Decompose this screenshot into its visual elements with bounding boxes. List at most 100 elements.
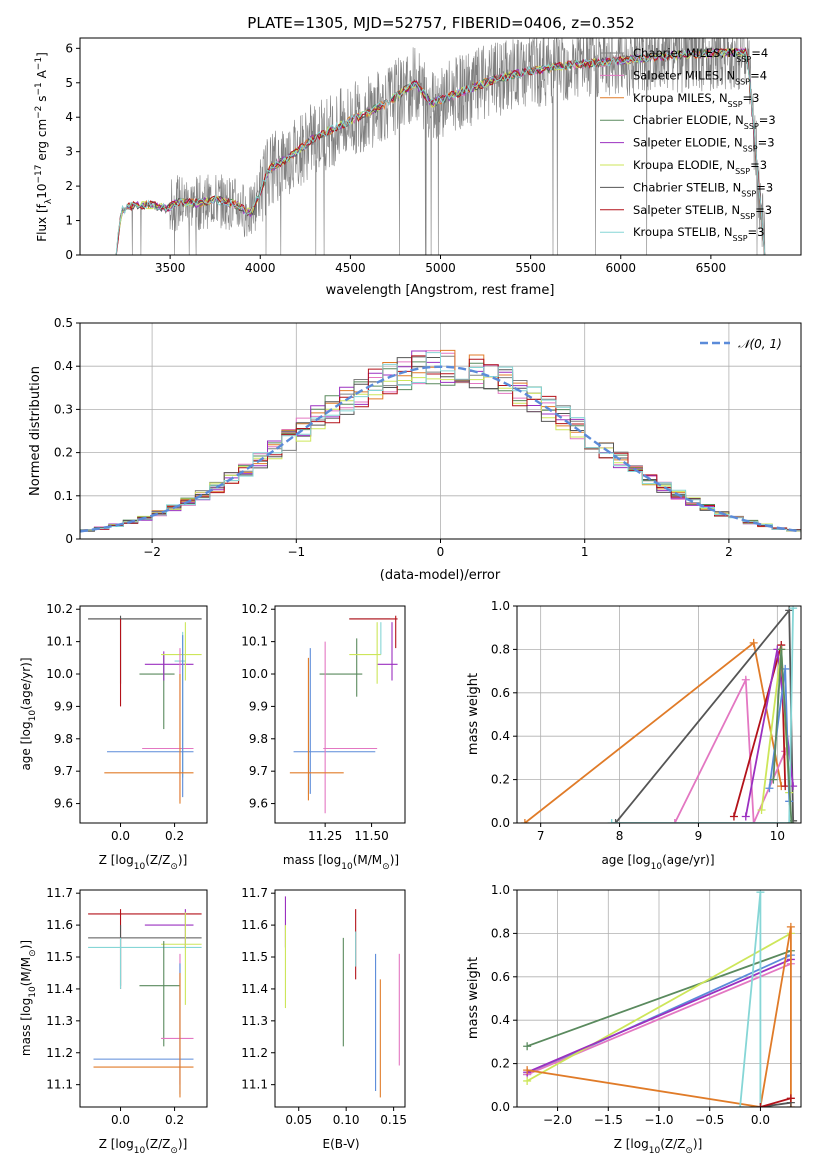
y-axis-label-part: Flux [f: [35, 203, 49, 241]
x-tick-label: 10: [770, 829, 785, 843]
y-tick-label: 11.5: [241, 950, 268, 964]
x-axis-label-part: )]: [390, 853, 399, 867]
x-tick-label: 0.05: [285, 1113, 312, 1127]
y-tick-label: 9.9: [54, 699, 73, 713]
x-tick-label: 4000: [245, 261, 276, 275]
legend-name: Salpeter ELODIE, N: [633, 136, 743, 150]
panel-weight_vs_Z: −2.0 −1.5 −1.0 −0.5 0.0 0.0 0.2 0.4 0.6 0.8 1.0 Z […: [466, 883, 802, 1156]
legend-entry: Salpeter STELIB, NSSP=3: [633, 203, 772, 221]
weight-marker: [765, 784, 774, 793]
legend-name: Kroupa ELODIE, N: [633, 158, 735, 172]
x-axis-label-part: )]: [693, 1137, 702, 1151]
weight-line: [611, 608, 794, 823]
gaussian-curve: [80, 365, 801, 533]
y-axis-label: Normed distribution: [28, 366, 43, 496]
x-axis-label: age [log10(age/yr)]: [601, 853, 714, 872]
x-axis-label: Z [log10(Z/Z⊙)]: [614, 1137, 703, 1156]
spectrum-data: [115, 38, 766, 255]
weight-marker: [769, 775, 778, 784]
x-axis-label-part: ⊙: [170, 1146, 178, 1156]
x-tick-label: 11.25: [308, 829, 342, 843]
y-tick-label: 11.1: [241, 1078, 268, 1092]
legend-value: =3: [750, 158, 767, 172]
legend-sub: SSP: [743, 144, 758, 153]
y-tick-label: 0.2: [54, 446, 73, 460]
x-tick-label: −1.0: [644, 1113, 673, 1127]
x-tick-label: 9: [695, 829, 703, 843]
y-axis-label-part: s: [35, 96, 49, 106]
legend-entry: Kroupa MILES, NSSP=3: [633, 91, 759, 109]
y-tick-label: 0.2: [491, 773, 510, 787]
y-tick-label: 1.0: [491, 883, 510, 897]
y-tick-label: 9.7: [54, 764, 73, 778]
axes-frame: [516, 605, 802, 824]
y-axis-label-part: erg cm: [35, 119, 49, 165]
y-axis-label-part: −2: [34, 106, 44, 119]
y-tick-label: 4: [65, 110, 73, 124]
legend-value: =4: [750, 68, 767, 82]
y-tick-label: 1.0: [491, 599, 510, 613]
y-tick-label: 9.6: [54, 797, 73, 811]
y-tick-label: 3: [65, 145, 73, 159]
axes-frame: [274, 605, 406, 824]
y-axis-label-part: 10: [35, 184, 49, 199]
plot-area: [520, 606, 798, 823]
legend-name: Kroupa MILES, N: [633, 91, 728, 105]
weight-marker: [729, 812, 738, 821]
x-tick-label: 0.2: [165, 829, 184, 843]
legend-entry: Salpeter MILES, NSSP=4: [633, 68, 767, 86]
legend-value: =3: [748, 225, 765, 239]
x-tick-label: 0.0: [111, 1113, 130, 1127]
x-axis-label-part: age [log: [601, 853, 650, 867]
weight-marker: [789, 816, 798, 823]
figure-title: PLATE=1305, MJD=52757, FIBERID=0406, z=0…: [247, 14, 634, 32]
y-tick-label: 10.0: [241, 667, 268, 681]
y-tick-label: 2: [65, 179, 73, 193]
plot-area: [115, 38, 766, 255]
y-tick-label: 10.1: [241, 635, 268, 649]
x-axis-label-part: 10: [134, 1146, 146, 1156]
panel-mass_vs_Z: 0.0 0.2 11.1 11.2 11.3 11.4 11.5 11.6 11.7 Z [log…: [19, 886, 208, 1156]
legend-sub: SSP: [728, 99, 743, 108]
weight-line: [760, 1097, 792, 1107]
model-line-kroupa-elodie: [115, 47, 766, 255]
legend-sub: SSP: [744, 122, 759, 131]
legend-entry: Kroupa ELODIE, NSSP=3: [633, 158, 767, 176]
y-tick-label: 9.8: [249, 732, 268, 746]
y-axis-label-part: 10: [28, 986, 38, 998]
x-axis-label-part: )]: [178, 853, 187, 867]
weight-marker: [786, 922, 795, 931]
weight-marker: [736, 1103, 745, 1107]
y-axis-label: age [log10(age/yr)]: [19, 657, 38, 770]
y-tick-label: 0.6: [491, 970, 510, 984]
x-tick-label: 8: [616, 829, 624, 843]
x-tick-label: 6000: [605, 261, 636, 275]
weight-line: [526, 949, 792, 1048]
weight-marker: [749, 819, 758, 823]
x-axis-label: (data-model)/error: [380, 568, 501, 583]
y-axis-label-part: −17: [34, 165, 44, 184]
y-tick-label: 9.9: [249, 699, 268, 713]
panel-mass_vs_ebv: 0.05 0.10 0.15 11.1 11.2 11.3 11.4 11.5 11.6 11.7…: [241, 886, 407, 1151]
weight-marker: [787, 819, 796, 823]
legend-sub: SSP: [741, 189, 756, 198]
y-tick-label: 11.1: [46, 1078, 73, 1092]
weight-marker: [777, 645, 786, 654]
y-tick-label: 0.6: [491, 686, 510, 700]
y-tick-label: 0.0: [491, 816, 510, 830]
x-axis-label-part: (Z/Z: [145, 1137, 170, 1151]
x-tick-label: 0: [437, 545, 445, 559]
y-axis-label-part: A: [35, 69, 49, 82]
y-axis-label: mass weight: [466, 957, 481, 1039]
x-tick-label: 0.2: [165, 1113, 184, 1127]
x-axis-label-part: (Z/Z: [660, 1137, 685, 1151]
legend-sub: SSP: [735, 77, 750, 86]
y-axis-label-part: (age/yr)]: [19, 657, 33, 709]
x-tick-label: 11.50: [354, 829, 388, 843]
weight-line: [524, 641, 783, 823]
y-tick-label: 11.3: [241, 1014, 268, 1028]
x-axis-label: E(B-V): [322, 1137, 359, 1151]
legend-name: Kroupa STELIB, N: [633, 225, 733, 239]
weight-line: [526, 932, 792, 1082]
